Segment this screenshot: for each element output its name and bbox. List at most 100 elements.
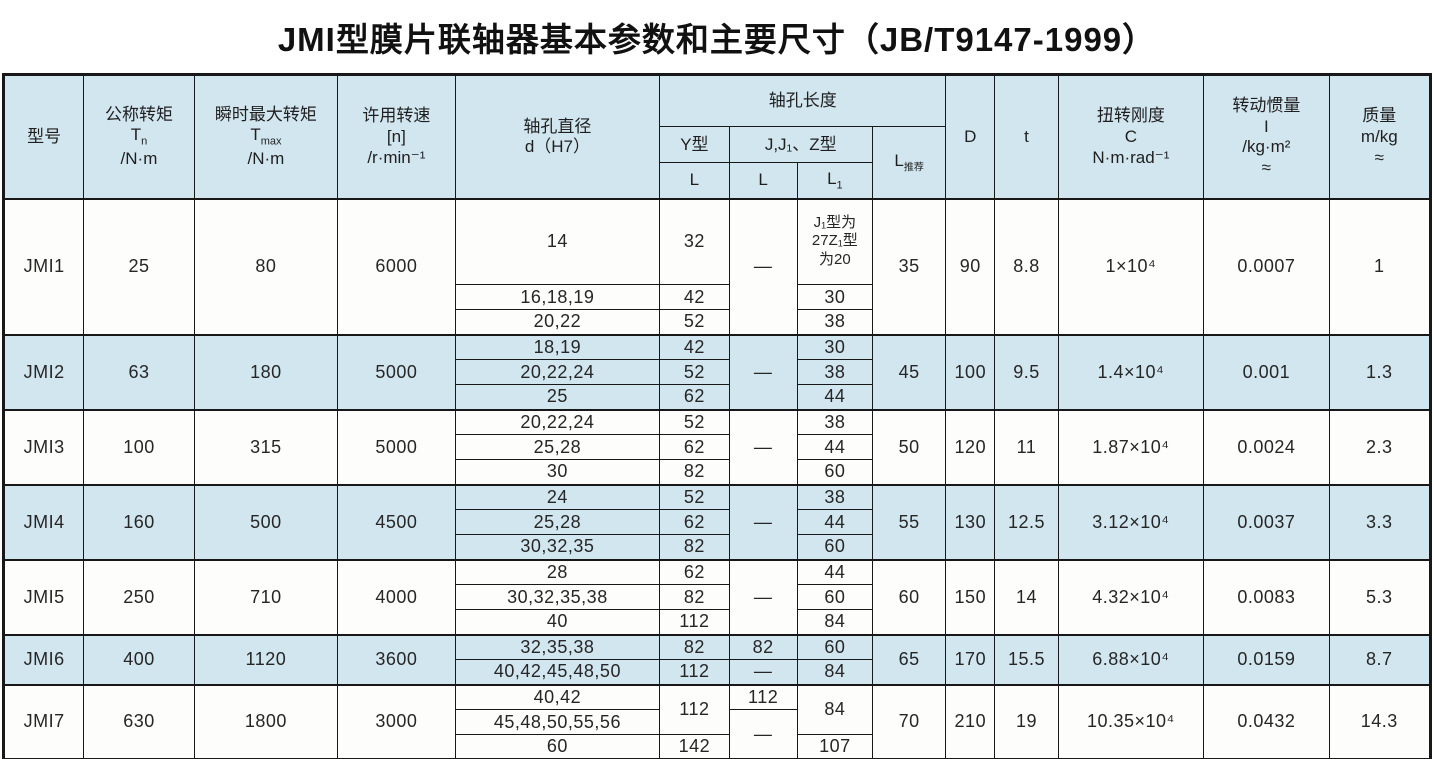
inertia-title: 转动惯量 [1232,96,1301,116]
cell-speed: 6000 [337,197,456,335]
cell-bore: 18,19 [454,333,661,360]
cell-bore: 20,22,24 [454,408,661,435]
mass-title: 质量 [1362,106,1397,126]
cell-mass: 1 [1328,197,1432,335]
cell-l-recommended: 50 [871,408,947,485]
cell-nominal-torque: 630 [83,683,195,759]
cell-model: JMI6 [2,633,85,685]
cell-stiffness: 1.4×10⁴ [1057,333,1205,410]
col-header-L1: L1 [796,162,873,199]
cell-len-y: 82 [659,459,730,485]
cell-D: 120 [945,408,996,485]
cell-len-j: — [728,408,798,485]
cell-len-l1: 44 [796,558,873,585]
cell-len-j: — [728,333,798,410]
cell-stiffness: 10.35×10⁴ [1057,683,1205,759]
cell-l-recommended: 55 [871,483,947,560]
cell-bore: 40,42 [454,683,661,710]
cell-t: 12.5 [994,483,1059,560]
cell-D: 210 [945,683,996,759]
cell-len-l1: 38 [796,408,873,435]
col-header-bore-diameter: 轴孔直径 d（H7） [454,74,661,199]
cell-inertia: 0.0037 [1203,483,1330,560]
cell-max-torque: 710 [193,558,339,635]
speed-unit: /r·min⁻¹ [367,147,426,167]
cell-len-y: 42 [659,284,730,310]
cell-speed: 4000 [337,558,456,635]
cell-max-torque: 1800 [193,683,339,759]
max-torque-symbol: Tmax [250,125,282,148]
col-header-model: 型号 [2,74,85,199]
cell-speed: 3000 [337,683,456,759]
cell-len-j: — [728,709,798,759]
table-row-jmi6: JMI6 400 1120 3600 32,35,38 82 82 60 65 … [2,633,1432,685]
cell-mass: 1.3 [1328,333,1432,410]
cell-bore: 24 [454,483,661,510]
cell-bore: 60 [454,734,661,759]
cell-len-y: 32 [659,197,730,285]
cell-bore: 40,42,45,48,50 [454,659,661,685]
cell-max-torque: 500 [193,483,339,560]
nominal-torque-unit: /N·m [120,149,158,169]
cell-len-y: 62 [659,558,730,585]
cell-len-l1: 30 [796,284,873,310]
cell-bore: 30 [454,459,661,485]
cell-len-l1: 60 [796,584,873,610]
cell-nominal-torque: 250 [83,558,195,635]
table-row-jmi5: JMI5 250 710 4000 28 62 — 44 60 150 14 4… [2,558,1432,635]
cell-bore: 25,28 [454,434,661,460]
cell-nominal-torque: 100 [83,408,195,485]
cell-len-j: — [728,483,798,560]
cell-model: JMI1 [2,197,85,335]
cell-l-recommended: 60 [871,558,947,635]
cell-len-y: 112 [659,659,730,685]
cell-mass: 3.3 [1328,483,1432,560]
cell-bore: 25,28 [454,509,661,535]
l1-note-line: 27Z₁型 [811,232,858,250]
cell-mass: 2.3 [1328,408,1432,485]
cell-inertia: 0.0159 [1203,633,1330,685]
cell-len-j: — [728,197,798,335]
cell-bore: 32,35,38 [454,633,661,660]
table-row-jmi7: JMI7 630 1800 3000 40,42 112 112 84 70 2… [2,683,1432,759]
cell-len-y: 62 [659,384,730,410]
cell-len-y: 82 [659,633,730,660]
cell-len-l1: 44 [796,434,873,460]
stiffness-unit: N·m·rad⁻¹ [1092,147,1170,167]
cell-max-torque: 1120 [193,633,339,685]
cell-len-y: 42 [659,333,730,360]
max-torque-unit: /N·m [247,149,285,169]
col-header-speed: 许用转速 [n] /r·min⁻¹ [337,74,456,199]
cell-len-l1: 38 [796,483,873,510]
col-header-l-recommended: L推荐 [871,126,947,199]
page-title: JMI型膜片联轴器基本参数和主要尺寸（JB/T9147-1999） [277,21,1157,58]
cell-len-j: — [728,659,798,685]
cell-len-l1: 60 [796,633,873,660]
cell-stiffness: 1×10⁴ [1057,197,1205,335]
cell-t: 8.8 [994,197,1059,335]
cell-len-l1: 38 [796,309,873,335]
col-header-L-j: L [728,162,798,199]
cell-bore: 16,18,19 [454,284,661,310]
cell-nominal-torque: 25 [83,197,195,335]
cell-len-j: 82 [728,633,798,660]
cell-t: 15.5 [994,633,1059,685]
cell-len-j: 112 [728,683,798,710]
cell-len-l1: 44 [796,384,873,410]
inertia-approx: ≈ [1261,157,1272,177]
cell-max-torque: 80 [193,197,339,335]
nominal-torque-title: 公称转矩 [104,104,173,124]
cell-max-torque: 315 [193,408,339,485]
cell-len-l1-note: J₁型为 27Z₁型 为20 [796,197,873,285]
inertia-unit: /kg·m² [1242,137,1291,157]
cell-inertia: 0.0024 [1203,408,1330,485]
cell-model: JMI7 [2,683,85,759]
cell-stiffness: 1.87×10⁴ [1057,408,1205,485]
cell-len-l1: 107 [796,734,873,759]
inertia-symbol: I [1263,116,1269,136]
cell-stiffness: 4.32×10⁴ [1057,558,1205,635]
cell-inertia: 0.0007 [1203,197,1330,335]
cell-len-y: 112 [659,683,730,735]
cell-model: JMI5 [2,558,85,635]
